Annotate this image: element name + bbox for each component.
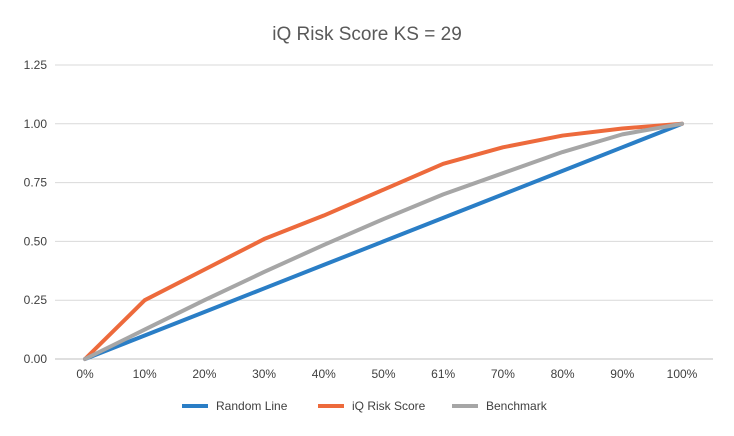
data-point: [262, 237, 266, 241]
data-point: [83, 357, 87, 361]
data-point: [322, 214, 326, 218]
y-axis-ticks: 0.00 0.25 0.50 0.75 1.00 1.25: [24, 58, 48, 366]
x-tick-label: 0%: [76, 367, 94, 381]
data-point: [382, 217, 385, 221]
x-tick-label: 90%: [610, 367, 634, 381]
data-point: [561, 134, 565, 138]
x-tick-label: 100%: [667, 367, 698, 381]
legend-label: iQ Risk Score: [352, 399, 426, 413]
x-tick-label: 10%: [133, 367, 157, 381]
data-point: [143, 333, 147, 337]
x-tick-label: 70%: [491, 367, 515, 381]
data-point: [501, 192, 505, 196]
data-point: [620, 145, 624, 149]
data-point: [441, 216, 445, 220]
data-point: [322, 263, 326, 267]
chart-title: iQ Risk Score KS = 29: [272, 24, 462, 45]
data-point: [501, 145, 505, 149]
y-tick-label: 0.00: [24, 352, 48, 366]
x-tick-label: 30%: [252, 367, 276, 381]
data-point: [680, 122, 684, 126]
y-tick-label: 1.00: [24, 117, 48, 131]
data-point: [561, 150, 565, 154]
data-point: [202, 298, 206, 302]
y-tick-label: 0.75: [24, 176, 48, 190]
data-point: [202, 268, 206, 272]
data-point: [561, 169, 565, 173]
data-point: [262, 286, 266, 290]
data-point: [620, 132, 624, 136]
data-point: [441, 162, 445, 166]
series-lines: [83, 121, 684, 361]
x-tick-label: 40%: [312, 367, 336, 381]
x-tick-label: 20%: [192, 367, 216, 381]
legend: Random Line iQ Risk Score Benchmark: [182, 399, 548, 413]
data-point: [441, 192, 445, 196]
x-tick-label: 61%: [431, 367, 455, 381]
data-point: [143, 298, 147, 302]
legend-label: Benchmark: [486, 399, 548, 413]
x-tick-label: 80%: [551, 367, 575, 381]
data-point: [322, 243, 326, 247]
data-point: [382, 188, 385, 192]
y-tick-label: 0.25: [24, 293, 48, 307]
data-point: [501, 171, 505, 175]
data-point: [262, 270, 266, 274]
data-point: [382, 239, 385, 243]
data-point: [202, 310, 206, 314]
data-point: [143, 328, 147, 332]
legend-label: Random Line: [216, 399, 288, 413]
y-tick-label: 0.50: [24, 234, 48, 248]
y-tick-label: 1.25: [24, 58, 48, 72]
data-point: [620, 127, 624, 131]
x-axis-ticks: 0% 10% 20% 30% 40% 50% 61% 70% 80% 90% 100%: [76, 367, 697, 381]
x-tick-label: 50%: [371, 367, 395, 381]
gridlines: [55, 64, 713, 360]
